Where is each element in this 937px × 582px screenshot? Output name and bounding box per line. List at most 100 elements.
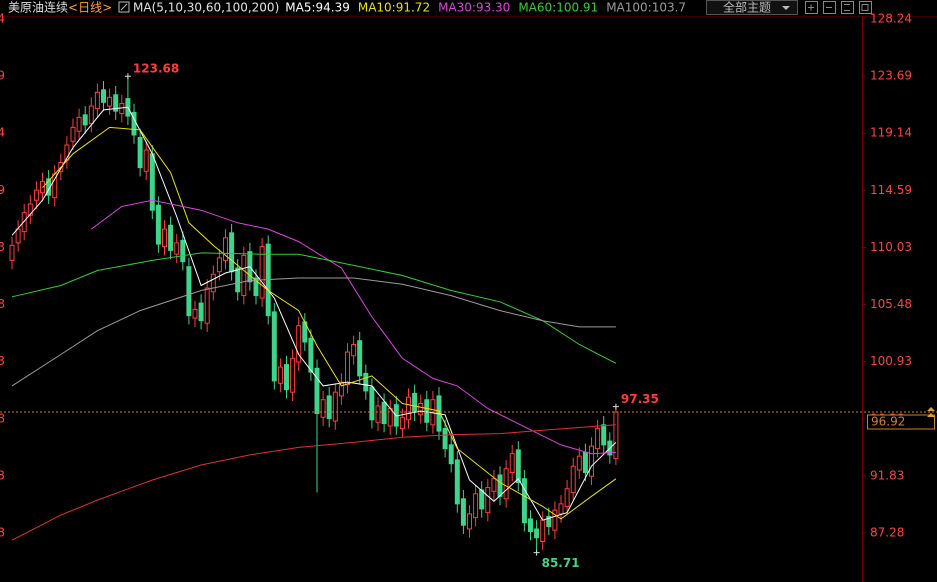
candle-body <box>155 204 161 245</box>
extreme-marker <box>124 73 131 80</box>
candle-body <box>137 136 143 169</box>
ma-line <box>11 277 616 387</box>
candle-body <box>558 503 564 515</box>
extreme-marker <box>612 403 619 410</box>
y-tick-label: 105.48 <box>870 297 912 311</box>
extreme-label: 123.68 <box>133 62 179 76</box>
candle-body <box>277 366 283 384</box>
candle-body <box>345 351 350 386</box>
y-tick-label-left: 87.28 <box>0 525 5 539</box>
candle-body <box>570 465 576 494</box>
candle-body <box>503 468 509 500</box>
y-tick-label-left: 96.38 <box>0 411 5 425</box>
y-tick-label-left: 114.59 <box>0 183 5 197</box>
candle-body <box>94 91 100 110</box>
candle-body <box>491 478 497 492</box>
candle-body <box>198 302 204 322</box>
candle-body <box>381 401 387 425</box>
candle-body <box>546 515 552 527</box>
candle-body <box>308 337 314 373</box>
candle-body <box>216 257 222 273</box>
candle-body <box>168 224 174 251</box>
candle-body <box>473 493 479 519</box>
candle-body <box>149 153 155 211</box>
candle-body <box>314 367 320 415</box>
candle-body <box>576 455 582 471</box>
candle-body <box>15 228 21 244</box>
tool-button[interactable] <box>823 1 836 14</box>
last-price-box <box>867 414 935 430</box>
candle-body <box>27 203 33 216</box>
candle-body <box>296 325 302 363</box>
dropdown-arrow <box>782 6 790 10</box>
candle-body <box>357 340 363 377</box>
y-tick-label-left: 128.24 <box>0 12 5 26</box>
y-tick-label: 91.83 <box>870 468 904 482</box>
candle-body <box>259 246 265 299</box>
candle-body <box>467 513 472 530</box>
candle-body <box>509 453 515 473</box>
candle-body <box>387 407 393 427</box>
legend-entry: MA60:100.91 <box>518 1 598 15</box>
candle-body <box>375 405 381 423</box>
candle-body <box>70 126 76 142</box>
candle-body <box>497 474 503 497</box>
candle-body <box>528 518 533 532</box>
candle-body <box>186 266 192 317</box>
candle-body <box>485 487 491 514</box>
candle-body <box>515 449 521 484</box>
candle-body <box>76 116 82 132</box>
candle-body <box>540 519 546 542</box>
candle-body <box>534 528 540 539</box>
tool-button[interactable] <box>859 1 872 14</box>
tool-icons <box>808 4 869 11</box>
candle-body <box>113 94 119 112</box>
ma-line <box>42 126 617 520</box>
candle-body <box>33 189 39 201</box>
ma-line <box>11 106 617 521</box>
ma-line <box>11 252 617 364</box>
ma-line <box>11 424 616 541</box>
legend: MA5:94.39 MA10:91.72 MA30:93.30 MA60:100.91… <box>285 1 686 15</box>
theme-button[interactable] <box>706 0 798 15</box>
ma-params: MA(5,10,30,60,100,200) <box>133 1 279 15</box>
candle-body <box>613 411 619 460</box>
settings-icon-line <box>120 3 128 11</box>
legend-entry: MA30:93.30 <box>438 1 510 15</box>
candle-body <box>107 96 113 107</box>
candle-body <box>595 428 601 450</box>
candle-body <box>82 114 88 126</box>
candle-body <box>454 459 460 505</box>
tool-button[interactable] <box>841 1 854 14</box>
y-tick-label: 123.69 <box>870 69 912 83</box>
candle-body <box>552 509 558 531</box>
candle-body <box>284 364 289 391</box>
y-tick-label-left: 119.14 <box>0 126 5 140</box>
candle-body <box>290 357 296 393</box>
candle-body <box>174 242 180 255</box>
candle-body <box>235 267 241 293</box>
y-tick-label: 119.14 <box>870 126 912 140</box>
candle-body <box>479 489 485 510</box>
candle-body <box>253 277 259 297</box>
last-price-label: 96.92 <box>871 415 905 429</box>
candle-body <box>369 386 375 421</box>
candle-body <box>338 381 344 397</box>
settings-icon[interactable] <box>118 1 130 13</box>
candle-body <box>442 428 448 450</box>
y-tick-label: 100.93 <box>870 354 912 368</box>
legend-entry: MA10:91.72 <box>358 1 430 15</box>
last-price-marker <box>927 407 935 417</box>
extreme-label: 85.71 <box>542 556 580 570</box>
extreme-label: 97.35 <box>621 392 659 406</box>
candle-body <box>564 488 570 507</box>
candle-body <box>271 311 277 382</box>
y-tick-label: 128.24 <box>870 12 912 26</box>
candle-body <box>448 444 454 465</box>
tool-button[interactable] <box>805 1 818 14</box>
candle-body <box>180 239 186 263</box>
candle-body <box>399 416 405 430</box>
candle-body <box>192 308 198 319</box>
candle-body <box>418 402 424 416</box>
